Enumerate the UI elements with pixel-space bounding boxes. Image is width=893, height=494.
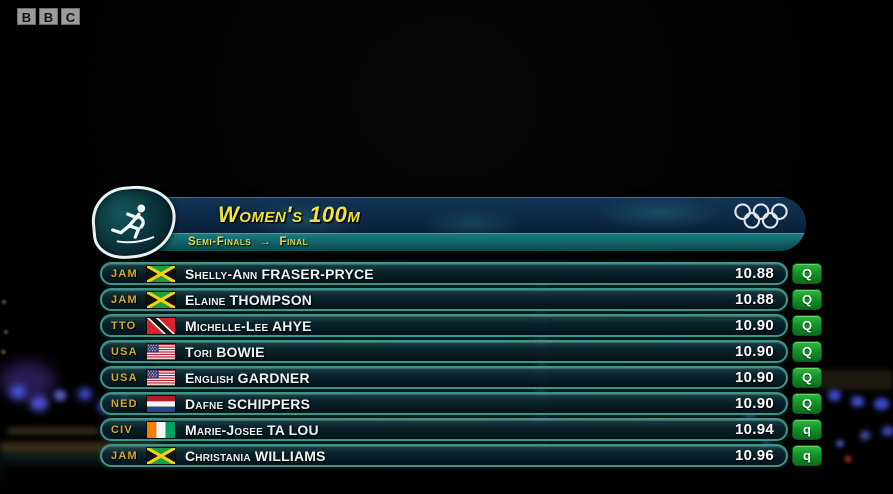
foreground-silhouette xyxy=(0,462,280,494)
table-row: TTO Michelle-Lee AHYE 10.90 Q xyxy=(100,314,822,337)
table-row: NED Dafne SCHIPPERS 10.90 Q xyxy=(100,392,822,415)
country-code: TTO xyxy=(111,319,137,332)
country-flag-icon xyxy=(147,447,175,464)
arrow-right-icon: → xyxy=(259,236,272,248)
country-flag-icon xyxy=(147,265,175,282)
athlete-pill: USA English GARDNER 10.90 xyxy=(100,366,788,389)
qualification-badge: Q xyxy=(792,289,822,310)
city-light xyxy=(1,350,6,354)
result-time: 10.94 xyxy=(734,421,774,438)
table-row: USA Tori BOWIE 10.90 Q xyxy=(100,340,822,363)
country-code: USA xyxy=(111,345,138,358)
athlete-name: Dafne SCHIPPERS xyxy=(185,395,311,412)
city-light xyxy=(874,398,889,410)
result-time: 10.90 xyxy=(734,395,774,412)
city-light xyxy=(860,431,870,440)
country-code: USA xyxy=(111,371,138,384)
city-light xyxy=(836,440,844,447)
qualification-badge: Q xyxy=(792,393,822,414)
country-flag-icon xyxy=(147,369,175,386)
athlete-pill: JAM Christania WILLIAMS 10.96 xyxy=(100,444,788,467)
country-flag-icon xyxy=(147,317,175,334)
round-bar: Semi-Finals → Final xyxy=(110,233,806,251)
country-code: NED xyxy=(111,397,138,410)
result-time: 10.88 xyxy=(734,265,774,282)
event-title: Women's 100m xyxy=(218,202,361,227)
table-row: JAM Christania WILLIAMS 10.96 q xyxy=(100,444,822,467)
olympic-rings-icon xyxy=(734,203,788,229)
athlete-name: Michelle-Lee AHYE xyxy=(185,317,312,334)
country-flag-icon xyxy=(147,291,175,308)
bbc-logo: B B C xyxy=(17,8,80,25)
city-light xyxy=(882,426,893,436)
athlete-pill: USA Tori BOWIE 10.90 xyxy=(100,340,788,363)
event-title-bar: Women's 100m xyxy=(110,197,806,233)
athlete-name: Shelly-Ann FRASER-PRYCE xyxy=(185,265,374,282)
athlete-pill: JAM Shelly-Ann FRASER-PRYCE 10.88 xyxy=(100,262,788,285)
athlete-name: English GARDNER xyxy=(185,369,310,386)
table-row: USA English GARDNER 10.90 Q xyxy=(100,366,822,389)
athlete-name: Christania WILLIAMS xyxy=(185,447,326,464)
round-label: Semi-Finals xyxy=(188,236,252,248)
athlete-pill: TTO Michelle-Lee AHYE 10.90 xyxy=(100,314,788,337)
city-light xyxy=(30,396,48,411)
bbc-logo-letter: B xyxy=(17,8,36,25)
next-round-label: Final xyxy=(279,236,309,248)
result-time: 10.96 xyxy=(734,447,774,464)
athlete-pill: JAM Elaine THOMPSON 10.88 xyxy=(100,288,788,311)
country-code: JAM xyxy=(111,449,138,462)
qualification-badge: q xyxy=(792,445,822,466)
qualification-badge: Q xyxy=(792,367,822,388)
results-table: JAM Shelly-Ann FRASER-PRYCE 10.88 Q JAM … xyxy=(100,262,822,470)
runner-icon xyxy=(111,204,155,244)
athlete-name: Elaine THOMPSON xyxy=(185,291,313,308)
city-light xyxy=(54,390,66,401)
qualification-badge: Q xyxy=(792,263,822,284)
city-light xyxy=(762,438,771,446)
bbc-logo-letter: C xyxy=(61,8,80,25)
result-time: 10.90 xyxy=(734,343,774,360)
city-light xyxy=(851,396,864,407)
result-time: 10.88 xyxy=(734,291,774,308)
result-time: 10.90 xyxy=(734,317,774,334)
qualification-badge: Q xyxy=(792,341,822,362)
country-code: JAM xyxy=(111,267,138,280)
country-flag-icon xyxy=(147,421,175,438)
table-row: JAM Shelly-Ann FRASER-PRYCE 10.88 Q xyxy=(100,262,822,285)
event-header-bar: Women's 100m Semi-Finals → Final xyxy=(110,197,806,251)
road-light-streak xyxy=(8,428,98,434)
athletics-pictogram xyxy=(89,182,179,262)
road-light-streak xyxy=(0,443,160,452)
qualification-badge: q xyxy=(792,419,822,440)
country-code: CIV xyxy=(111,423,133,436)
result-time: 10.90 xyxy=(734,369,774,386)
country-flag-icon xyxy=(147,395,175,412)
city-light xyxy=(2,300,6,304)
athlete-name: Tori BOWIE xyxy=(185,343,265,360)
athlete-name: Marie-Josee TA LOU xyxy=(185,421,319,438)
city-light xyxy=(10,385,26,399)
qualification-badge: Q xyxy=(792,315,822,336)
city-light xyxy=(78,388,92,400)
city-light xyxy=(4,330,8,334)
city-light xyxy=(828,390,841,401)
city-light xyxy=(0,362,55,400)
athlete-pill: CIV Marie-Josee TA LOU 10.94 xyxy=(100,418,788,441)
table-row: JAM Elaine THOMPSON 10.88 Q xyxy=(100,288,822,311)
table-row: CIV Marie-Josee TA LOU 10.94 q xyxy=(100,418,822,441)
country-flag-icon xyxy=(147,343,175,360)
athlete-pill: NED Dafne SCHIPPERS 10.90 xyxy=(100,392,788,415)
country-code: JAM xyxy=(111,293,138,306)
bbc-logo-letter: B xyxy=(39,8,58,25)
city-light xyxy=(845,456,851,462)
